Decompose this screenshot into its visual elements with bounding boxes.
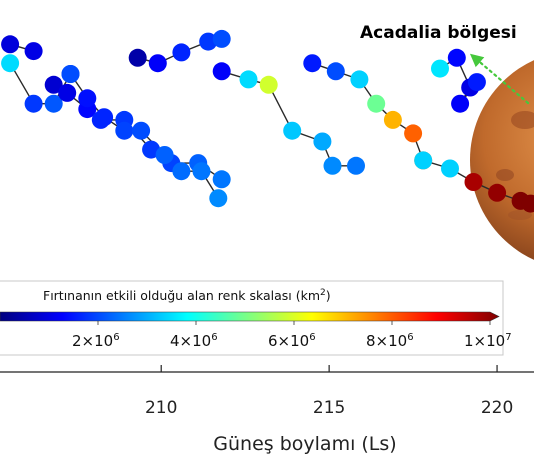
storm-point: [209, 189, 228, 208]
storm-point: [467, 73, 486, 92]
x-axis-ticks: 210 215 220: [145, 365, 513, 418]
x-axis: 210 215 220 Güneş boylamı (Ls): [0, 365, 534, 455]
storm-point: [212, 170, 231, 189]
mars-image: [470, 60, 534, 260]
storm-point: [283, 121, 302, 140]
storm-point: [148, 54, 167, 73]
storm-point: [451, 94, 470, 113]
storm-point: [431, 59, 449, 78]
storm-point: [24, 94, 43, 113]
x-axis-tick-label: 215: [313, 398, 345, 418]
storm-point: [367, 94, 386, 113]
series-layer: [1, 29, 534, 213]
legend-title-text: Fırtınanın etkili olduğu alan renk skala…: [43, 288, 320, 303]
storm-point: [313, 132, 332, 151]
storm-point: [383, 110, 402, 129]
mars-surface-mark-2: [496, 169, 514, 181]
mars-surface-mark-1: [511, 111, 534, 129]
storm-point: [128, 48, 147, 67]
colorbar-legend: Fırtınanın etkili olduğu alan renk skala…: [0, 280, 512, 356]
colorbar-tick-label: 2×106: [72, 332, 120, 350]
storm-point: [212, 29, 231, 48]
colorbar-tick-label: 8×106: [366, 332, 414, 350]
storm-point: [132, 121, 151, 140]
storm-point: [58, 83, 77, 102]
storm-point: [199, 32, 218, 51]
storm-point: [212, 62, 231, 81]
storm-point: [1, 54, 20, 73]
storm-point: [192, 162, 211, 181]
mars-globe: [470, 60, 534, 260]
storm-track-line: [221, 70, 356, 167]
colorbar-ticks: 2×106 4×106 6×106 8×106 1×107: [72, 321, 512, 350]
colorbar-tick-label: 1×107: [464, 332, 512, 350]
legend-title: Fırtınanın etkili olduğu alan renk skala…: [43, 288, 331, 303]
legend-title-close: ): [326, 288, 331, 303]
storm-point: [61, 65, 80, 83]
storm-point: [464, 173, 483, 191]
storm-point: [115, 121, 134, 140]
storm-point: [404, 124, 423, 143]
storm-point: [521, 194, 534, 213]
colorbar-tick-label: 4×106: [170, 332, 218, 350]
storm-point: [350, 70, 369, 89]
storm-point: [239, 70, 258, 89]
storm-point: [303, 54, 322, 73]
storm-point: [44, 75, 63, 94]
storm-point: [155, 146, 174, 164]
storm-point: [447, 48, 466, 67]
x-axis-tick-label: 220: [481, 398, 513, 418]
storm-point: [441, 159, 459, 178]
region-arrow: [469, 53, 530, 105]
colorbar-bar: [0, 311, 500, 322]
storm-point: [259, 75, 278, 94]
region-label: Acadalia bölgesi: [360, 23, 517, 43]
storm-point: [78, 89, 97, 108]
region-annotation: Acadalia bölgesi: [360, 23, 530, 105]
mars-surface-mark-3: [508, 210, 532, 220]
colorbar-tick-label: 6×106: [268, 332, 316, 350]
x-axis-tick-label: 210: [145, 398, 177, 418]
x-axis-title: Güneş boylamı (Ls): [213, 433, 396, 455]
storm-point: [172, 162, 191, 181]
storm-point: [326, 62, 345, 81]
storm-point: [44, 94, 63, 113]
storm-point: [142, 140, 161, 159]
storm-point: [95, 108, 114, 127]
storm-point: [172, 43, 191, 62]
storm-point: [1, 35, 20, 54]
storm-point: [414, 151, 433, 170]
storm-point: [488, 183, 507, 202]
storm-point: [323, 156, 342, 175]
storm-point: [24, 42, 43, 61]
storm-point: [347, 156, 365, 175]
legend-title-sup: 2: [320, 288, 326, 298]
